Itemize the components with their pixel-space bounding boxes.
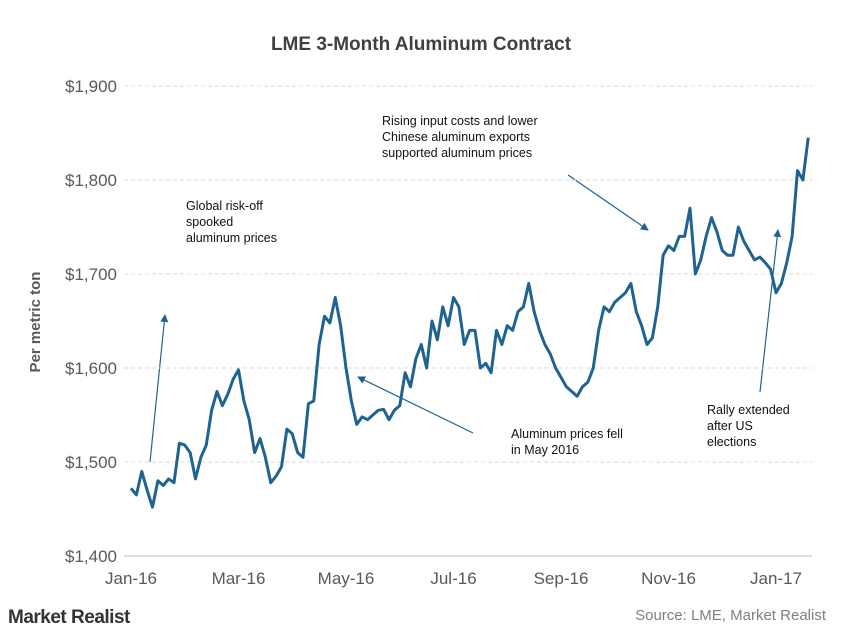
annotation: aluminum prices bbox=[186, 231, 277, 245]
annotation: elections bbox=[707, 435, 756, 449]
arrow bbox=[149, 314, 169, 463]
x-tick-label: Sep-16 bbox=[534, 569, 589, 588]
arrows bbox=[149, 174, 782, 463]
x-tick-label: May-16 bbox=[318, 569, 375, 588]
annotation: in May 2016 bbox=[511, 443, 579, 457]
annotation: after US bbox=[707, 419, 753, 433]
x-tick-label: Jan-17 bbox=[750, 569, 802, 588]
chart-title: LME 3-Month Aluminum Contract bbox=[271, 34, 572, 55]
annotation: supported aluminum prices bbox=[382, 146, 532, 160]
logo: Market Realist bbox=[8, 607, 131, 628]
y-tick-label: $1,500 bbox=[65, 453, 117, 472]
annotation: Rising input costs and lower bbox=[382, 114, 538, 128]
annotation: Chinese aluminum exports bbox=[382, 130, 530, 144]
x-tick-label: Nov-16 bbox=[641, 569, 696, 588]
y-tick-label: $1,800 bbox=[65, 171, 117, 190]
y-axis-label: Per metric ton bbox=[27, 272, 44, 373]
y-tick-label: $1,700 bbox=[65, 265, 117, 284]
annotation: Rally extended bbox=[707, 403, 790, 417]
y-tick-label: $1,400 bbox=[65, 547, 117, 566]
y-tick-label: $1,900 bbox=[65, 77, 117, 96]
y-tick-label: $1,600 bbox=[65, 359, 117, 378]
line bbox=[129, 137, 810, 509]
arrow bbox=[357, 376, 474, 434]
source: Source: LME, Market Realist bbox=[635, 607, 827, 624]
annotation: Aluminum prices fell bbox=[511, 427, 623, 441]
arrow bbox=[759, 229, 782, 393]
x-tick-label: Jan-16 bbox=[105, 569, 157, 588]
annotation: spooked bbox=[186, 215, 233, 229]
x-tick-label: Jul-16 bbox=[430, 569, 476, 588]
x-tick-label: Mar-16 bbox=[212, 569, 266, 588]
arrow bbox=[567, 174, 649, 231]
annotation: Global risk-off bbox=[186, 199, 263, 213]
